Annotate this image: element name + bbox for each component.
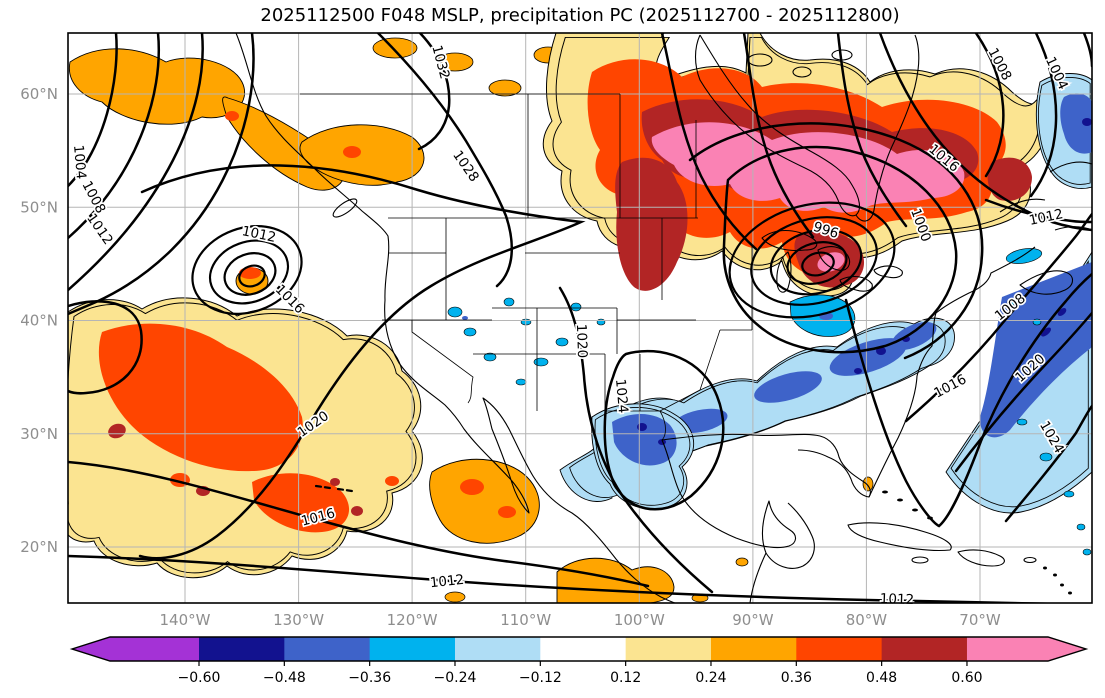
- colorbar-segment: [710, 637, 797, 661]
- colorbar-tick-label: −0.60: [178, 670, 221, 686]
- colorbar-tick-label: −0.36: [348, 670, 391, 686]
- colorbar-tick-label: 0.24: [695, 670, 726, 686]
- x-tick-label: 110°W: [500, 611, 551, 629]
- contour-label: 1012: [429, 572, 465, 592]
- colorbar-tick-label: 0.36: [781, 670, 812, 686]
- y-axis-ticklabels: 60°N 50°N 40°N 30°N 20°N: [20, 85, 58, 556]
- colorbar-tick-label: −0.12: [519, 670, 562, 686]
- x-axis-ticklabels: 140°W 130°W 120°W 110°W 100°W 90°W 80°W 70°W: [160, 611, 1001, 629]
- colorbar-tick-label: −0.48: [263, 670, 306, 686]
- colorbar-extend-left: [72, 637, 199, 661]
- colorbar-segment: [796, 637, 883, 661]
- colorbar-segment: [540, 637, 627, 661]
- y-tick-label: 20°N: [20, 538, 58, 556]
- colorbar-segment: [369, 637, 456, 661]
- isobar-layer: [68, 33, 1092, 603]
- colorbar-outline: [69, 636, 1089, 662]
- colorbar-extend-right: [966, 637, 1086, 661]
- contour-label: 1024: [612, 378, 631, 414]
- x-tick-label: 100°W: [614, 611, 665, 629]
- colorbar-segment: [881, 637, 968, 661]
- colorbar-segment: [454, 637, 541, 661]
- colorbar-segment: [199, 637, 285, 661]
- colorbar-segment: [284, 637, 371, 661]
- colorbar-segment: [625, 637, 712, 661]
- colorbar-tick-label: 0.12: [610, 670, 641, 686]
- y-tick-label: 40°N: [20, 312, 58, 330]
- y-tick-label: 30°N: [20, 425, 58, 443]
- chart-title: 2025112500 F048 MSLP, precipitation PC (…: [260, 5, 899, 26]
- x-tick-label: 80°W: [846, 611, 888, 629]
- gridline-layer: [68, 33, 1092, 603]
- y-tick-label: 60°N: [20, 85, 58, 103]
- contour-label: 1012: [880, 591, 915, 608]
- x-tick-label: 130°W: [273, 611, 324, 629]
- plot-frame: [67, 32, 1093, 604]
- colorbar-tick-label: 0.48: [866, 670, 897, 686]
- contour-label: 1020: [573, 324, 590, 359]
- x-tick-label: 90°W: [732, 611, 774, 629]
- y-tick-label: 50°N: [20, 198, 58, 216]
- x-tick-label: 140°W: [160, 611, 211, 629]
- contour-label: 1004: [70, 144, 89, 180]
- x-tick-label: 120°W: [387, 611, 438, 629]
- x-tick-label: 70°W: [959, 611, 1001, 629]
- colorbar: −0.60 −0.48 −0.36 −0.24 −0.12 0.12 0.24 0.36 0.4…: [69, 636, 1089, 686]
- colorbar-tick-label: 0.60: [951, 670, 982, 686]
- colorbar-tick-label: −0.24: [434, 670, 477, 686]
